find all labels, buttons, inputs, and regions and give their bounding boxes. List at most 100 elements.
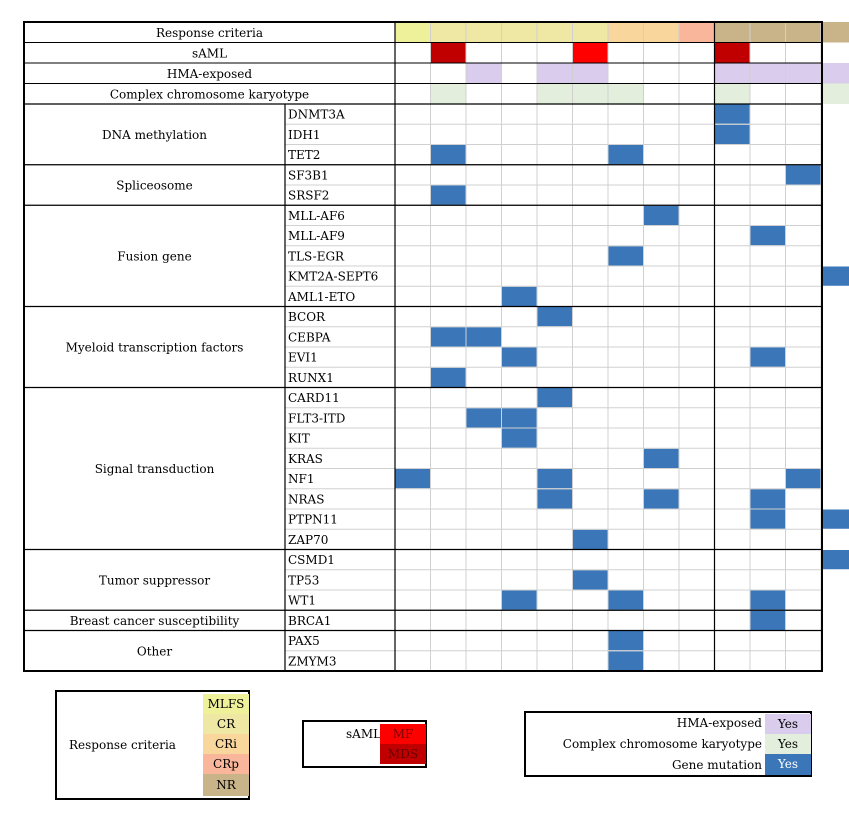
mutation-cell-bcor-4 — [537, 307, 572, 327]
group-label-0: DNA methylation — [102, 128, 207, 142]
header-cell-hma-9 — [714, 63, 750, 84]
header-cell-response-9 — [714, 22, 750, 43]
gene-label-idh1: IDH1 — [288, 128, 320, 142]
header-cell-response-1 — [430, 22, 466, 43]
gene-label-tet2: TET2 — [288, 148, 320, 162]
mutation-cell-cebpa-1 — [431, 327, 466, 347]
legend-complex-label: Complex chromosome karyotype — [562, 737, 762, 751]
gene-label-brca1: BRCA1 — [288, 614, 331, 628]
legend-item-nr: NR — [203, 774, 249, 796]
mutation-cell-nras-4 — [537, 489, 572, 509]
legend-complex-swatch: Yes — [765, 734, 811, 754]
header-cell-saml-5 — [572, 42, 608, 63]
mutation-cell-wt1-10 — [750, 590, 785, 610]
header-cell-saml-9 — [714, 42, 750, 63]
header-cell-saml-1 — [430, 42, 466, 63]
mutation-cell-tls-egr-6 — [608, 246, 643, 266]
group-label-7: Other — [137, 644, 172, 658]
header-cell-hma-2 — [466, 63, 502, 84]
gene-label-runx1: RUNX1 — [288, 371, 334, 385]
mutation-cell-nf1-4 — [537, 469, 572, 489]
gene-label-pax5: PAX5 — [288, 634, 320, 648]
gene-label-cebpa: CEBPA — [288, 330, 331, 344]
mutation-cell-kmt2a-sept6-12 — [821, 266, 849, 286]
header-cell-response-4 — [537, 22, 573, 43]
header-cell-complex-12 — [821, 83, 849, 104]
legend-item-mds: MDS — [380, 744, 426, 764]
legend-item-cr: CR — [203, 714, 249, 734]
gene-label-bcor: BCOR — [288, 310, 326, 324]
header-label-0: Response criteria — [156, 26, 263, 40]
group-label-3: Myeloid transcription factors — [66, 341, 244, 355]
mutation-cell-zap70-5 — [573, 529, 608, 549]
mutation-cell-tet2-6 — [608, 145, 643, 165]
gene-label-csmd1: CSMD1 — [288, 553, 335, 567]
gene-label-sf3b1: SF3B1 — [288, 168, 329, 182]
gene-label-aml1-eto: AML1-ETO — [287, 290, 355, 304]
gene-label-evi1: EVI1 — [288, 351, 318, 365]
mutation-cell-srsf2-1 — [431, 185, 466, 205]
header-cell-response-6 — [608, 22, 644, 43]
header-cell-response-7 — [643, 22, 679, 43]
gene-label-mll-af6: MLL-AF6 — [288, 209, 345, 223]
group-label-2: Fusion gene — [117, 249, 191, 263]
mutation-cell-dnmt3a-9 — [715, 104, 750, 124]
legend-item-crp: CRp — [203, 754, 249, 774]
legend-mutation-label: Gene mutation — [671, 758, 762, 772]
mutation-cell-runx1-1 — [431, 367, 466, 387]
mutation-cell-mll-af6-7 — [644, 205, 679, 225]
header-cell-response-11 — [785, 22, 821, 43]
table-border — [23, 21, 823, 672]
mutation-cell-evi1-3 — [502, 347, 537, 367]
header-cell-response-12 — [821, 22, 849, 43]
gene-label-card11: CARD11 — [288, 391, 340, 405]
gene-label-kmt2a-sept6: KMT2A-SEPT6 — [288, 270, 378, 284]
legend-hma-label: HMA-exposed — [676, 716, 762, 730]
gene-label-tls-egr: TLS-EGR — [288, 249, 345, 263]
mutation-cell-mll-af9-10 — [750, 226, 785, 246]
mutation-cell-idh1-9 — [715, 124, 750, 144]
mutation-cell-kras-7 — [644, 448, 679, 468]
gene-label-flt3-itd: FLT3-ITD — [288, 411, 345, 425]
header-cell-response-3 — [501, 22, 537, 43]
header-cell-hma-11 — [785, 63, 821, 84]
mutation-cell-tp53-5 — [573, 570, 608, 590]
mutation-cell-nras-7 — [644, 489, 679, 509]
legend-saml-title: sAML — [346, 727, 382, 741]
gene-label-wt1: WT1 — [288, 594, 316, 608]
group-label-1: Spliceosome — [116, 179, 193, 193]
mutation-cell-kit-3 — [502, 428, 537, 448]
header-cell-hma-12 — [821, 63, 849, 84]
header-label-1: sAML — [192, 46, 227, 60]
gene-label-nras: NRAS — [288, 492, 324, 506]
gene-label-dnmt3a: DNMT3A — [288, 108, 345, 122]
mutation-cell-ptpn11-10 — [750, 509, 785, 529]
header-cell-complex-6 — [608, 83, 644, 104]
gene-label-kit: KIT — [288, 432, 310, 446]
gene-label-tp53: TP53 — [288, 573, 319, 587]
mutation-cell-flt3-itd-3 — [502, 408, 537, 428]
mutation-cell-evi1-10 — [750, 347, 785, 367]
header-cell-response-8 — [679, 22, 715, 43]
mutation-cell-wt1-3 — [502, 590, 537, 610]
header-cell-response-0 — [395, 22, 431, 43]
mutation-cell-cebpa-2 — [466, 327, 501, 347]
header-cell-hma-10 — [750, 63, 786, 84]
header-cell-response-10 — [750, 22, 786, 43]
mutation-cell-ptpn11-12 — [821, 509, 849, 529]
mutation-cell-zmym3-6 — [608, 651, 643, 671]
header-cell-complex-9 — [714, 83, 750, 104]
header-label-2: HMA-exposed — [167, 67, 253, 81]
gene-label-ptpn11: PTPN11 — [288, 513, 338, 527]
legend-item-mlfs: MLFS — [203, 694, 249, 714]
header-cell-complex-4 — [537, 83, 573, 104]
group-label-4: Signal transduction — [95, 462, 215, 476]
mutation-cell-flt3-itd-2 — [466, 408, 501, 428]
header-cell-hma-5 — [572, 63, 608, 84]
legend-item-mf: MF — [380, 724, 426, 744]
header-cell-complex-1 — [430, 83, 466, 104]
mutation-cell-pax5-6 — [608, 631, 643, 651]
legend-mutation-swatch: Yes — [765, 754, 811, 775]
legend-other: HMA-exposed Yes Complex chromosome karyo… — [524, 711, 812, 777]
gene-label-nf1: NF1 — [288, 472, 314, 486]
